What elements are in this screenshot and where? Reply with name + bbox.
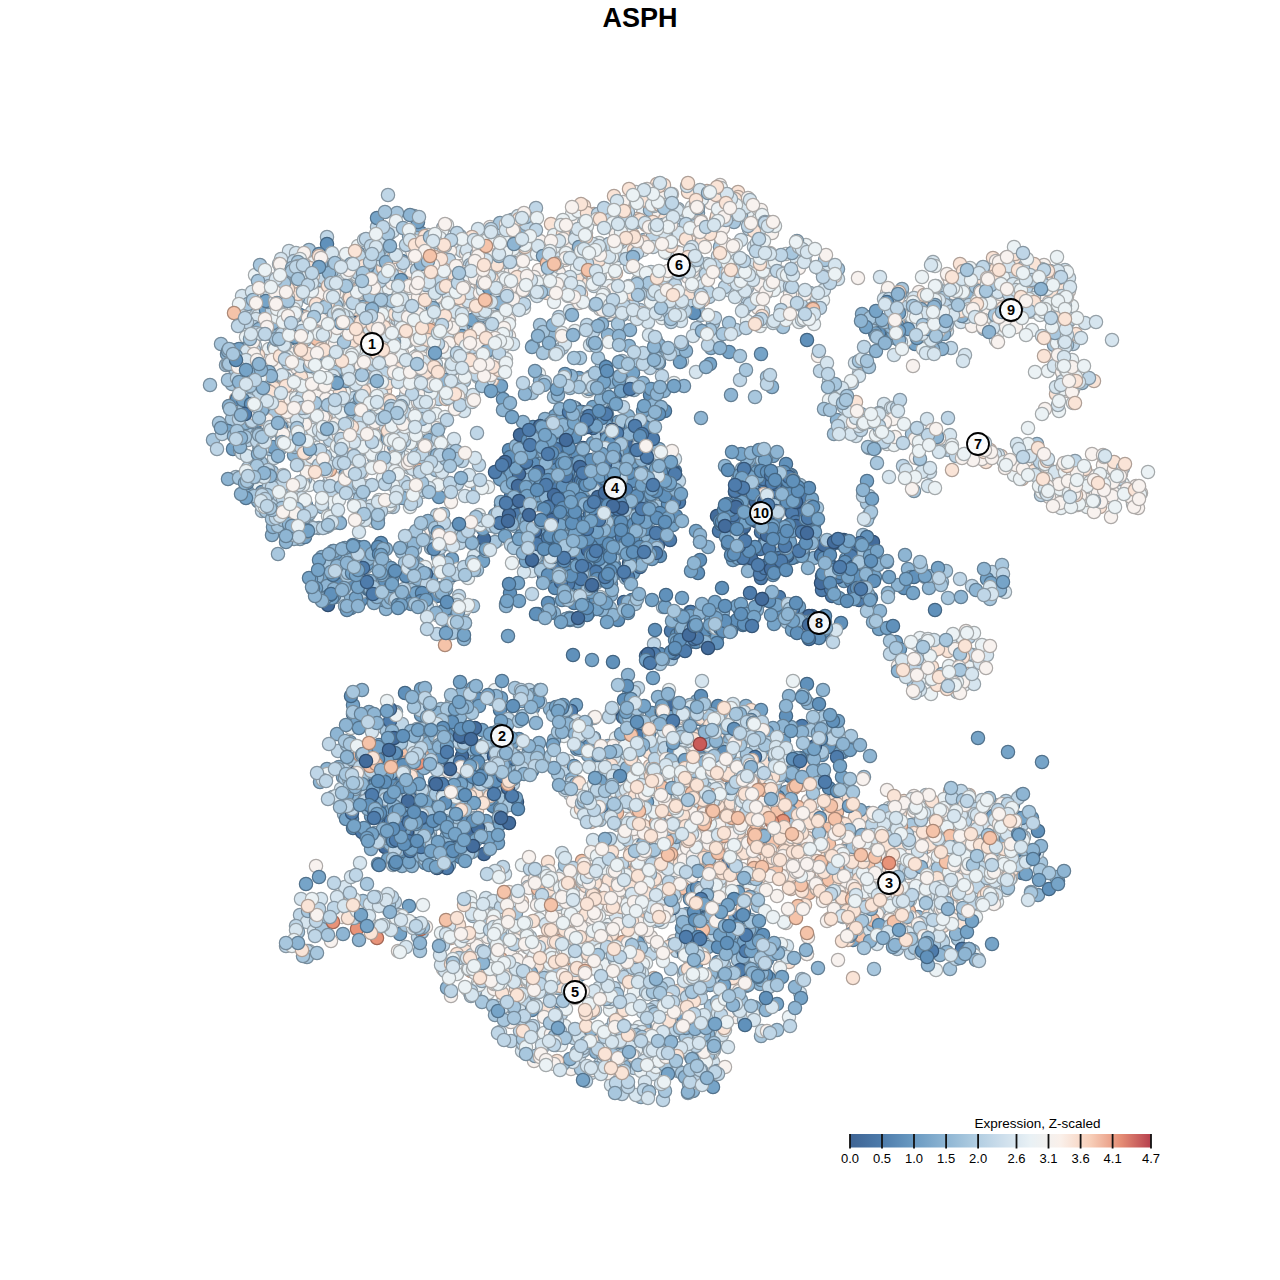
svg-text:5: 5	[571, 984, 579, 1000]
svg-text:ASPH: ASPH	[602, 3, 677, 33]
svg-text:0.0: 0.0	[841, 1151, 859, 1166]
svg-text:4: 4	[611, 480, 619, 496]
svg-text:3: 3	[885, 875, 893, 891]
svg-text:4.7: 4.7	[1142, 1151, 1160, 1166]
svg-text:1: 1	[368, 336, 376, 352]
svg-text:1.0: 1.0	[905, 1151, 923, 1166]
svg-text:8: 8	[815, 615, 823, 631]
svg-text:Expression, Z-scaled: Expression, Z-scaled	[974, 1116, 1100, 1131]
svg-text:2.6: 2.6	[1007, 1151, 1025, 1166]
svg-text:7: 7	[974, 436, 982, 452]
svg-text:9: 9	[1007, 302, 1015, 318]
svg-text:1.5: 1.5	[937, 1151, 955, 1166]
svg-text:6: 6	[675, 257, 683, 273]
svg-text:3.1: 3.1	[1039, 1151, 1057, 1166]
svg-text:0.5: 0.5	[873, 1151, 891, 1166]
svg-text:3.6: 3.6	[1072, 1151, 1090, 1166]
svg-text:4.1: 4.1	[1104, 1151, 1122, 1166]
svg-text:2: 2	[498, 728, 506, 744]
svg-text:2.0: 2.0	[969, 1151, 987, 1166]
svg-text:10: 10	[753, 505, 769, 521]
